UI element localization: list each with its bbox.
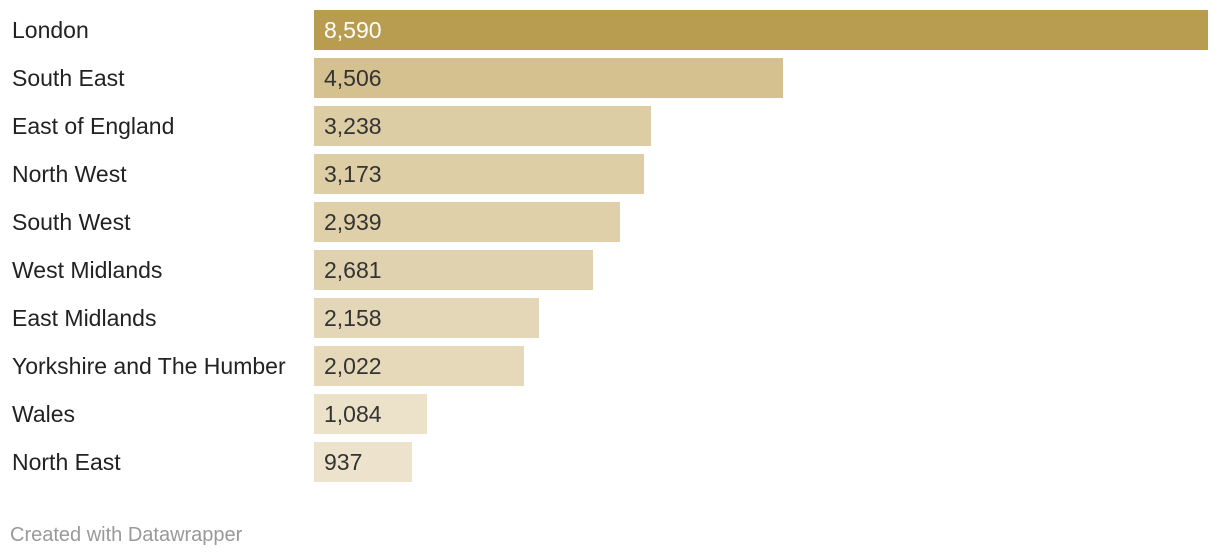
- category-label: North East: [12, 449, 121, 475]
- bar-row: East Midlands 2,158: [0, 298, 1220, 338]
- category-label: Wales: [12, 401, 76, 427]
- bar[interactable]: [314, 10, 1208, 50]
- bar[interactable]: [314, 394, 427, 434]
- bar-row: Yorkshire and The Humber 2,022: [0, 346, 1220, 386]
- category-label: North West: [12, 161, 127, 187]
- bar[interactable]: [314, 250, 593, 290]
- bar-row: East of England 3,238: [0, 106, 1220, 146]
- bar[interactable]: [314, 202, 620, 242]
- bar-chart: London 8,590 South East 4,506 East of Englan…: [0, 10, 1220, 482]
- value-label: 937: [324, 449, 363, 475]
- bar-row: South East 4,506: [0, 58, 1220, 98]
- datawrapper-credit[interactable]: Created with Datawrapper: [10, 524, 243, 546]
- bar[interactable]: [314, 442, 412, 482]
- category-label: West Midlands: [12, 257, 163, 283]
- value-label: 3,238: [324, 113, 382, 139]
- value-label: 1,084: [324, 401, 382, 427]
- value-label: 2,158: [324, 305, 382, 331]
- category-label: Yorkshire and The Humber: [12, 353, 286, 379]
- category-label: South West: [12, 209, 131, 235]
- bar[interactable]: [314, 346, 524, 386]
- value-label: 2,681: [324, 257, 382, 283]
- bar[interactable]: [314, 154, 644, 194]
- bar-row: North East 937: [0, 442, 1220, 482]
- bar[interactable]: [314, 298, 539, 338]
- value-label: 8,590: [324, 17, 382, 43]
- bar-row: Wales 1,084: [0, 394, 1220, 434]
- category-label: East Midlands: [12, 305, 157, 331]
- value-label: 2,939: [324, 209, 382, 235]
- bar[interactable]: [314, 106, 651, 146]
- value-label: 3,173: [324, 161, 382, 187]
- bar-row: North West 3,173: [0, 154, 1220, 194]
- category-label: South East: [12, 65, 125, 91]
- category-label: East of England: [12, 113, 175, 139]
- value-label: 2,022: [324, 353, 382, 379]
- bar-row: London 8,590: [0, 10, 1220, 50]
- bar-row: South West 2,939: [0, 202, 1220, 242]
- bar-row: West Midlands 2,681: [0, 250, 1220, 290]
- bar[interactable]: [314, 58, 783, 98]
- category-label: London: [12, 17, 89, 43]
- value-label: 4,506: [324, 65, 382, 91]
